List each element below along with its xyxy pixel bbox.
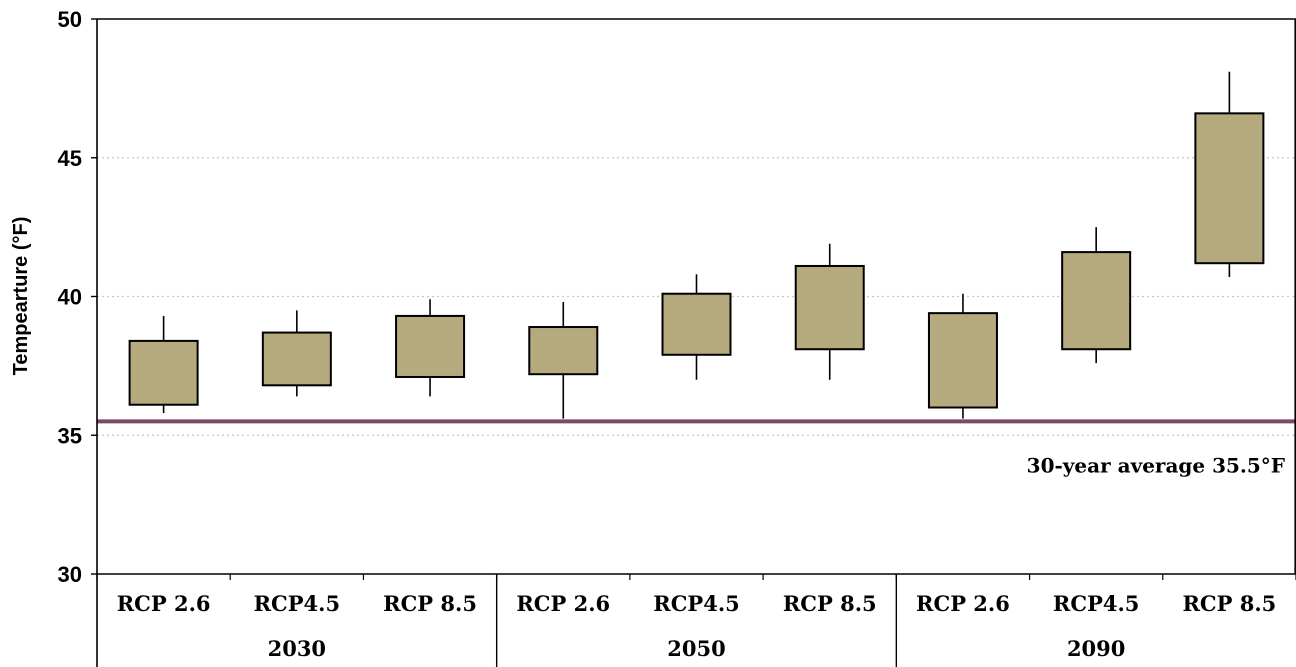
x-category-label: RCP 8.5: [383, 591, 477, 616]
reference-line-group: 30-year average 35.5°F: [97, 419, 1296, 477]
y-axis-title: Tempearture (°F): [10, 217, 32, 376]
box-2090-rcp8.5: [1194, 71, 1265, 278]
box-2030-rcp2.6: [128, 315, 199, 414]
box-2050-rcp8.5: [794, 243, 865, 380]
box-body: [661, 292, 732, 356]
box-2090-rcp4.5: [1061, 227, 1132, 364]
axes-group: [91, 18, 1296, 667]
box-body: [395, 314, 466, 378]
box-body: [1194, 112, 1265, 265]
box-2090-rcp2.6: [927, 293, 998, 419]
reference-line-label: 30-year average 35.5°F: [1027, 453, 1285, 477]
box-body: [528, 326, 599, 376]
box-body: [261, 331, 332, 387]
box-body: [128, 339, 199, 406]
y-tick-label-50: 50: [58, 7, 82, 32]
box-2030-rcp4.5: [261, 310, 332, 397]
x-category-label: RCP4.5: [254, 591, 341, 616]
boxes-group: [128, 71, 1265, 419]
box-body: [927, 312, 998, 409]
y-tick-label-40: 40: [58, 285, 82, 310]
y-tick-label-45: 45: [58, 146, 82, 171]
x-category-label: RCP4.5: [1053, 591, 1140, 616]
labels-group: 30 35 40 45 50 RCP 2.6 RCP4.5 RCP 8.5 2030 RCP 2.…: [10, 7, 1276, 661]
x-category-label: RCP4.5: [653, 591, 740, 616]
box-body: [794, 264, 865, 351]
x-category-label: RCP 8.5: [783, 591, 877, 616]
box-body: [1061, 251, 1132, 351]
x-category-label: RCP 2.6: [516, 591, 610, 616]
box-2030-rcp8.5: [395, 299, 466, 397]
box-2050-rcp2.6: [528, 302, 599, 419]
x-group-label-2050: 2050: [667, 636, 725, 661]
box-2050-rcp4.5: [661, 274, 732, 380]
x-category-label: RCP 8.5: [1182, 591, 1276, 616]
x-group-label-2090: 2090: [1067, 636, 1125, 661]
y-tick-label-30: 30: [58, 562, 82, 587]
x-group-label-2030: 2030: [268, 636, 326, 661]
x-category-label: RCP 2.6: [117, 591, 211, 616]
y-tick-label-35: 35: [58, 423, 82, 448]
x-category-label: RCP 2.6: [916, 591, 1010, 616]
